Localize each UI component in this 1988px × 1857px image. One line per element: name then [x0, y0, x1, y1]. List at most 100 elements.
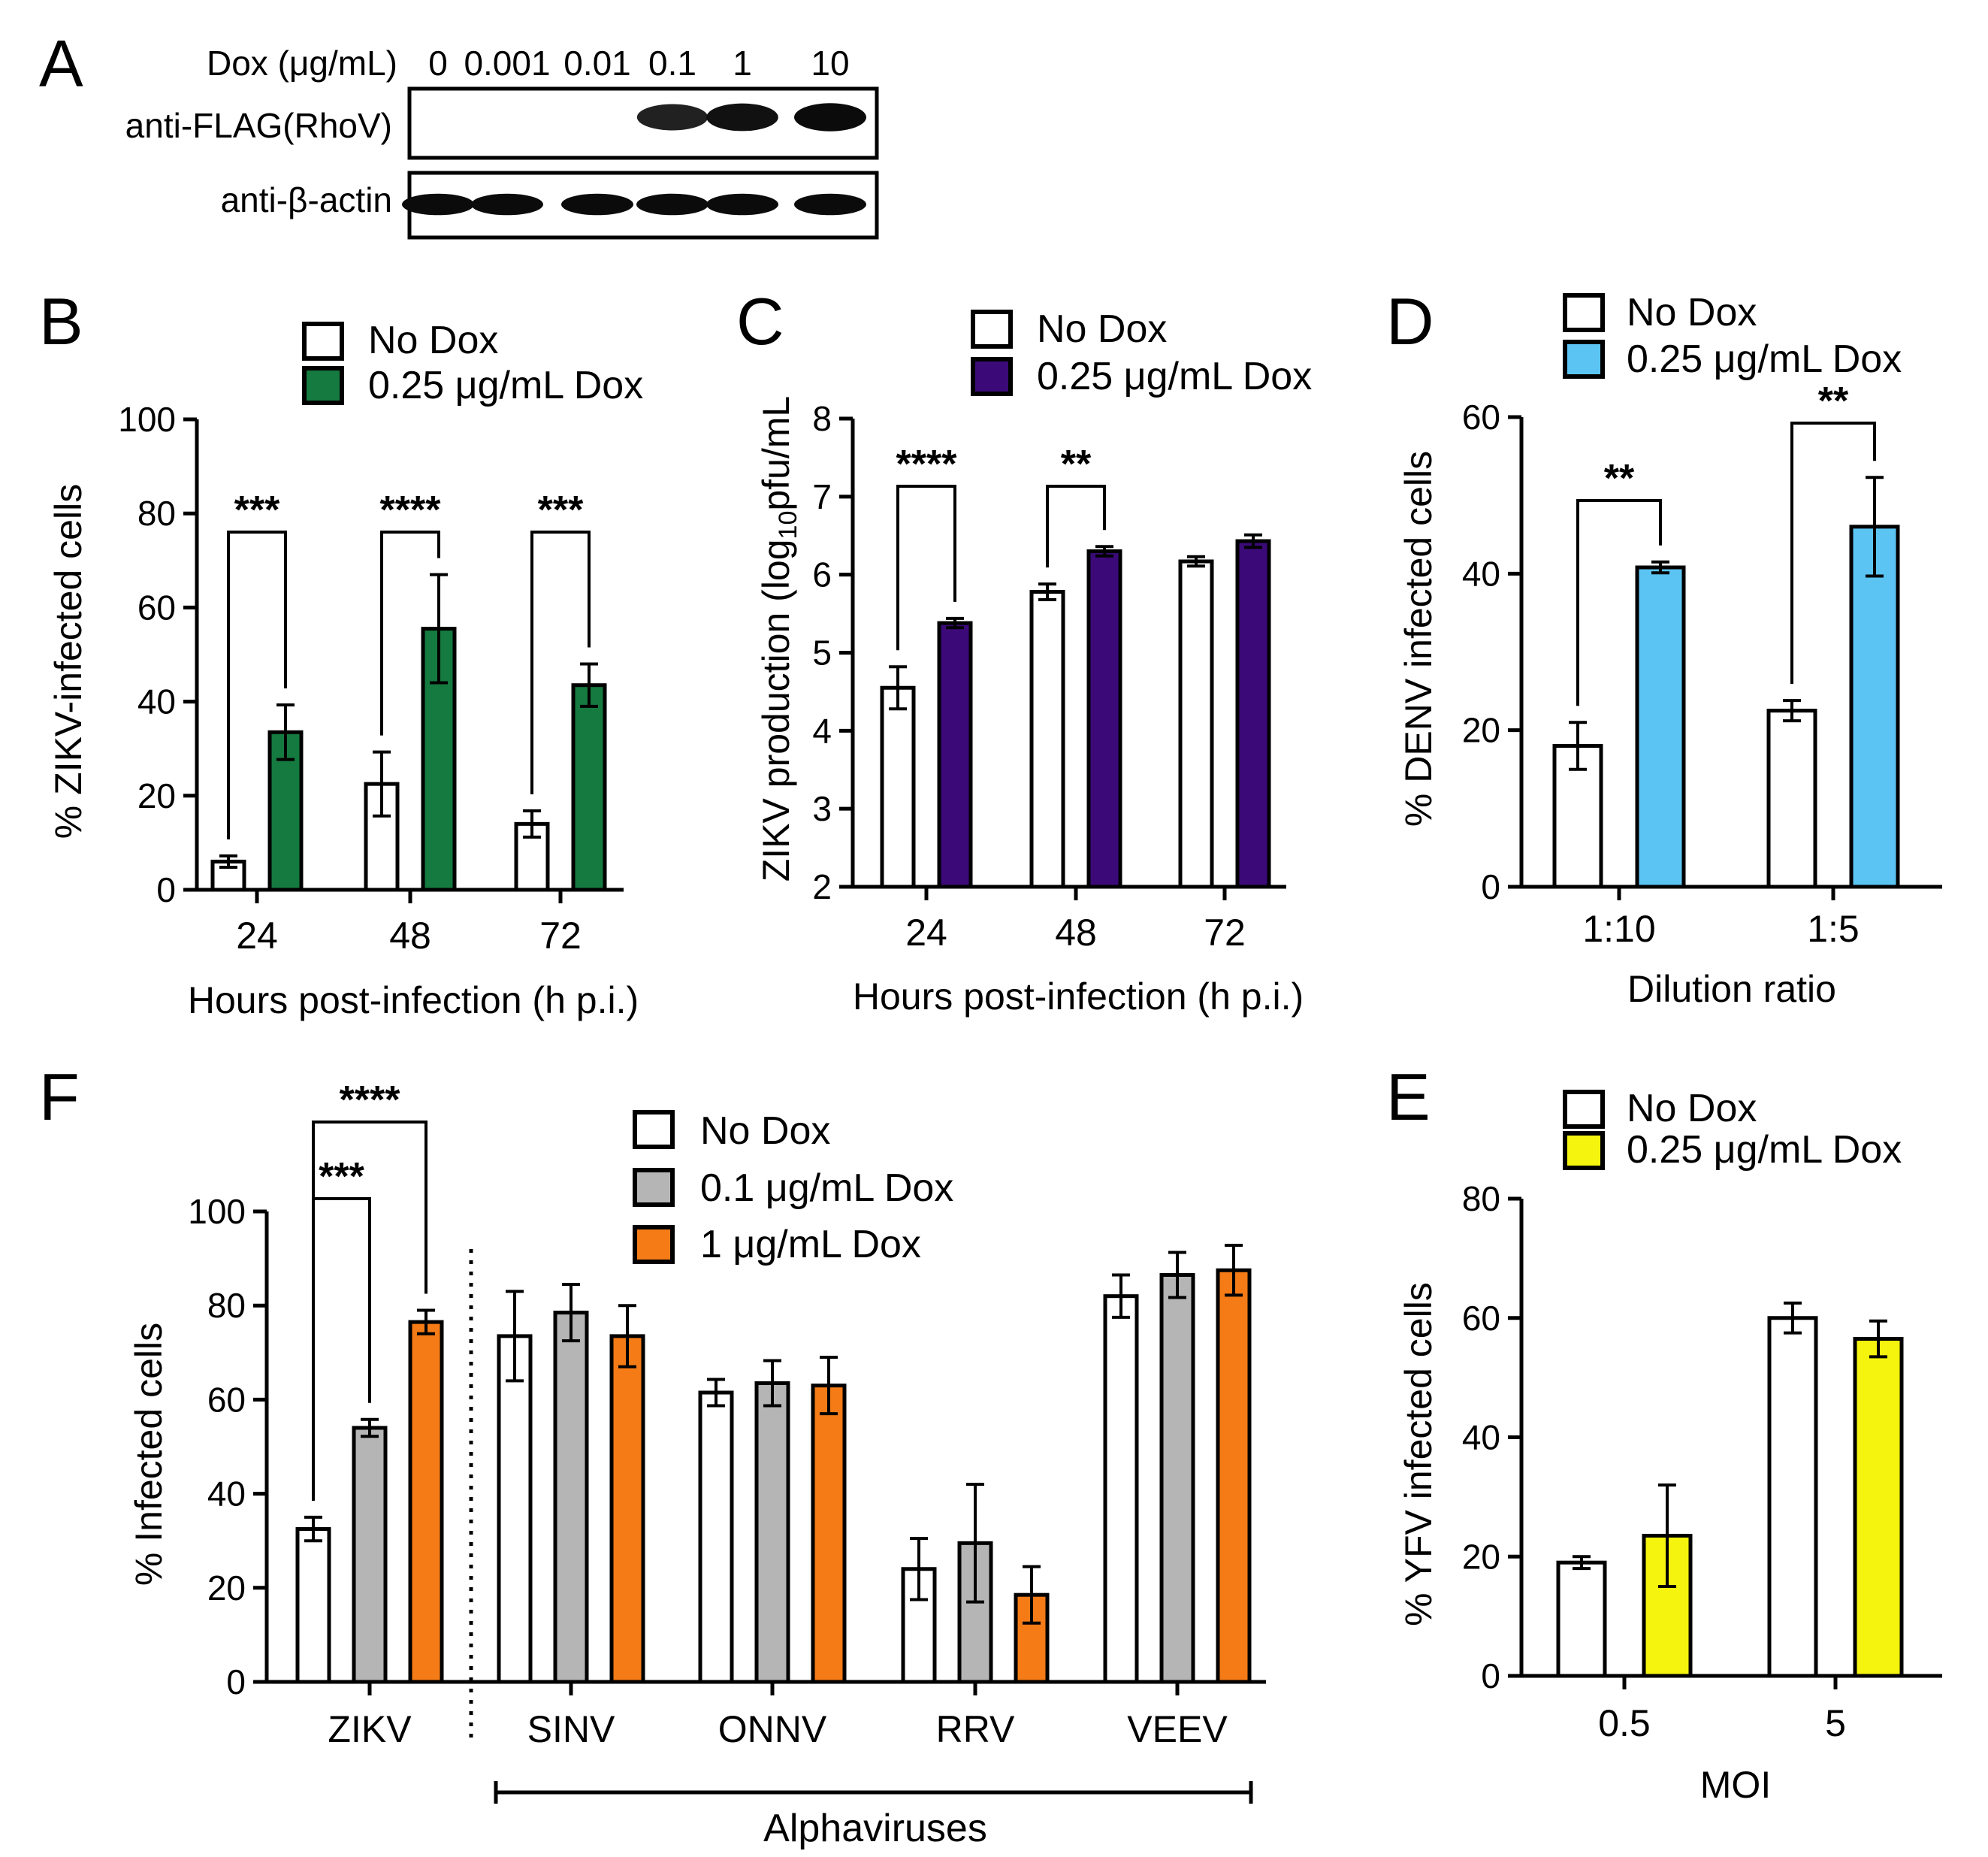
- legend-label-f-high: 1 μg/mL Dox: [700, 1223, 921, 1266]
- y-tick-label: 20: [137, 776, 176, 815]
- bar: [1849, 525, 1900, 889]
- bar: [1235, 539, 1271, 889]
- x-axis-label-e: MOI: [1700, 1764, 1771, 1806]
- y-tick-label: 40: [1462, 554, 1500, 593]
- significance-bracket: [380, 531, 440, 736]
- bar: [1159, 1273, 1195, 1684]
- blot-band: [636, 193, 708, 216]
- bar: [352, 1426, 388, 1684]
- significance-stars: ***: [538, 488, 584, 532]
- legend-label-f-nodox: No Dox: [700, 1109, 830, 1153]
- x-tick-label: 1:10: [1582, 908, 1655, 950]
- significance-bracket: [312, 1121, 428, 1501]
- y-tick-label: 80: [1462, 1179, 1500, 1218]
- y-tick-label: 100: [118, 400, 176, 439]
- dox-conc-5: 10: [811, 44, 849, 83]
- dox-conc-3: 0.1: [648, 44, 696, 83]
- blot-band: [706, 193, 778, 216]
- y-tick-label: 0: [1481, 1656, 1500, 1695]
- y-tick-label: 0: [226, 1662, 246, 1701]
- legend-label-d-nodox: No Dox: [1627, 291, 1757, 334]
- panel-e: E No Dox 0.25 μg/mL Dox % YFV infected c…: [1386, 1060, 1942, 1806]
- bar: [1635, 565, 1686, 889]
- bar: [880, 685, 916, 889]
- blot-band: [706, 103, 778, 132]
- y-tick-label: 8: [812, 399, 832, 438]
- legend-swatch-f-low: [633, 1168, 675, 1207]
- x-tick-label: 1:5: [1807, 908, 1860, 950]
- blot-band: [561, 193, 633, 216]
- significance-stars: ****: [340, 1078, 401, 1122]
- y-tick-label: 80: [207, 1286, 246, 1325]
- y-tick-label: 4: [812, 711, 832, 750]
- legend-label-b-dox: 0.25 μg/mL Dox: [368, 364, 643, 407]
- y-axis-label-b: % ZIKV-infected cells: [47, 484, 89, 839]
- legend-swatch-f-nodox: [633, 1110, 675, 1149]
- y-tick-label: 6: [812, 555, 832, 594]
- x-tick-label: 5: [1825, 1702, 1846, 1744]
- x-tick-label: 48: [1055, 912, 1097, 954]
- y-tick-label: 80: [137, 494, 176, 533]
- panel-c-letter: C: [736, 284, 784, 358]
- significance-stars: ****: [896, 443, 958, 486]
- x-tick-label: 72: [539, 915, 582, 957]
- x-tick-label: 24: [236, 915, 278, 957]
- dox-conc-1: 0.001: [464, 44, 550, 83]
- y-tick-label: 20: [1462, 1537, 1500, 1576]
- y-tick-label: 60: [137, 588, 176, 627]
- x-tick-label: RRV: [936, 1708, 1015, 1750]
- panel-a-letter: A: [39, 26, 83, 101]
- y-axis-label-d: % DENV infected cells: [1397, 451, 1440, 827]
- blot-row-label-actin: anti-β-actin: [221, 180, 392, 219]
- legend-swatch-d-dox: [1563, 340, 1605, 379]
- significance-stars: **: [1818, 380, 1849, 423]
- significance-bracket: [1790, 422, 1876, 685]
- legend-label-c-nodox: No Dox: [1037, 307, 1167, 351]
- panel-b-letter: B: [39, 284, 83, 358]
- bar: [1103, 1294, 1139, 1684]
- bar: [1029, 590, 1065, 889]
- panel-f: F No Dox 0.1 μg/mL Dox 1 μg/mL Dox % Inf…: [39, 1060, 1266, 1850]
- y-tick-label: 100: [188, 1192, 246, 1231]
- y-tick-label: 3: [812, 789, 832, 828]
- y-tick-label: 0: [156, 870, 176, 909]
- y-tick-label: 60: [207, 1380, 246, 1419]
- bar: [1178, 559, 1214, 889]
- significance-stars: ***: [234, 488, 280, 532]
- panel-d: D No Dox 0.25 μg/mL Dox % DENV infected …: [1386, 284, 1942, 1010]
- x-axis-label-d: Dilution ratio: [1627, 968, 1836, 1010]
- x-tick-label: ONNV: [718, 1708, 827, 1750]
- legend-swatch-c-nodox: [971, 310, 1013, 349]
- x-tick-label: SINV: [527, 1708, 615, 1750]
- y-tick-label: 5: [812, 634, 832, 673]
- panel-f-letter: F: [39, 1060, 80, 1134]
- significance-bracket: [1046, 485, 1106, 568]
- x-tick-label: 0.5: [1598, 1702, 1651, 1744]
- legend-label-f-low: 0.1 μg/mL Dox: [700, 1166, 953, 1210]
- legend-swatch-d-nodox: [1563, 293, 1605, 332]
- legend-swatch-e-nodox: [1563, 1090, 1605, 1129]
- legend-label-b-nodox: No Dox: [368, 319, 498, 362]
- bar: [1086, 549, 1122, 889]
- y-tick-label: 0: [1481, 867, 1500, 906]
- x-axis-label-b: Hours post-infection (h p.i.): [188, 979, 639, 1021]
- legend-swatch-e-dox: [1563, 1131, 1605, 1170]
- y-axis-label-c-pre: ZIKV production (log: [755, 539, 797, 882]
- bar: [698, 1390, 734, 1684]
- plot-d: 0 20 40 60 1:10 1:5 ** **: [1462, 380, 1942, 950]
- bar: [1556, 1560, 1607, 1678]
- x-tick-label: 72: [1204, 912, 1246, 954]
- bar: [408, 1320, 444, 1684]
- y-tick-label: 7: [812, 477, 832, 516]
- significance-bracket: [227, 531, 287, 839]
- bar: [609, 1334, 645, 1684]
- significance-bracket: [1576, 499, 1662, 706]
- bar: [295, 1527, 331, 1684]
- legend-label-e-dox: 0.25 μg/mL Dox: [1627, 1128, 1902, 1172]
- significance-stars: ****: [380, 488, 442, 532]
- y-axis-label-c: ZIKV production (log10pfu/mL: [755, 396, 802, 882]
- alphavirus-label: Alphaviruses: [763, 1807, 987, 1850]
- blot-actin-bands: [402, 193, 866, 216]
